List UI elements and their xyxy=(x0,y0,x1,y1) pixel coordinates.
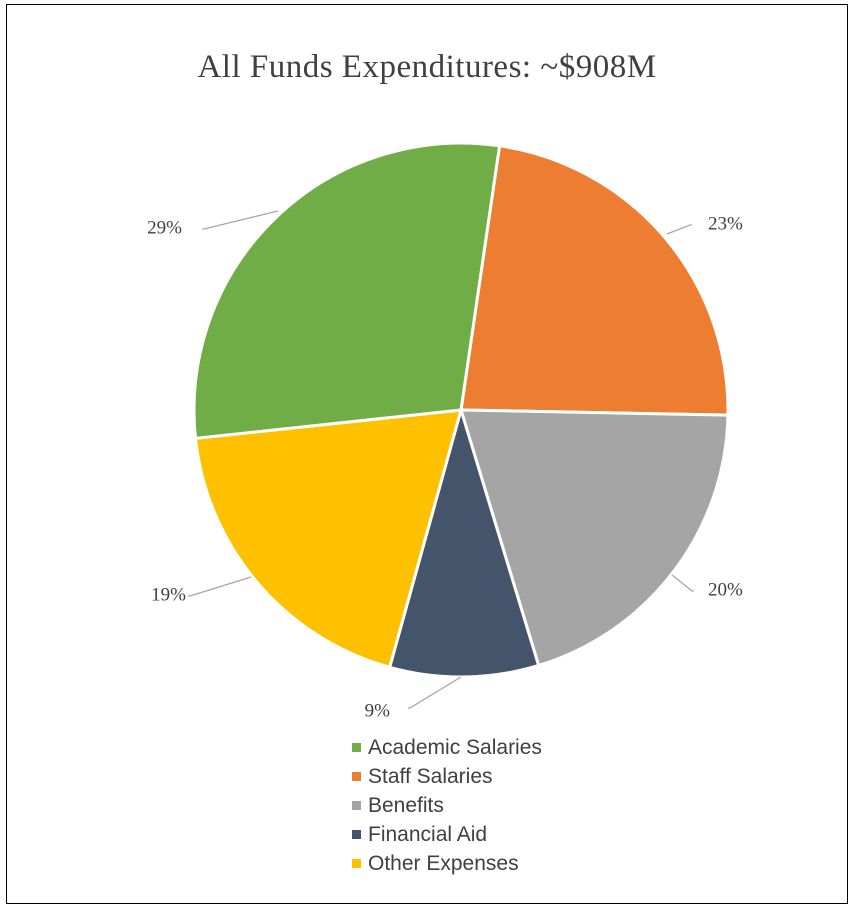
data-label-other-expenses: 19% xyxy=(151,584,186,605)
leader-line-staff-salaries xyxy=(666,224,692,235)
legend-swatch-staff-salaries xyxy=(352,772,361,781)
pie-slice-financial-aid xyxy=(387,404,541,679)
pie-slice-benefits xyxy=(458,408,730,668)
leader-line-financial-aid xyxy=(408,676,462,709)
legend-label-other-expenses: Other Expenses xyxy=(368,852,519,875)
legend-label-benefits: Benefits xyxy=(368,794,444,817)
legend-item-other-expenses: Other Expenses xyxy=(352,849,542,878)
legend-swatch-other-expenses xyxy=(352,859,361,868)
data-label-academic-salaries: 29% xyxy=(147,217,182,238)
legend-label-financial-aid: Financial Aid xyxy=(368,823,488,846)
legend-item-staff-salaries: Staff Salaries xyxy=(352,762,542,791)
leader-line-benefits xyxy=(671,574,694,592)
legend-label-staff-salaries: Staff Salaries xyxy=(368,765,493,788)
legend-swatch-financial-aid xyxy=(352,830,361,839)
legend-item-benefits: Benefits xyxy=(352,791,542,820)
leader-line-other-expenses xyxy=(188,576,252,597)
data-label-benefits: 20% xyxy=(708,579,743,600)
data-label-financial-aid: 9% xyxy=(365,700,391,721)
chart-title: All Funds Expenditures: ~$908M xyxy=(197,49,657,85)
legend-label-academic-salaries: Academic Salaries xyxy=(368,736,542,759)
leader-line-academic-salaries xyxy=(202,210,279,230)
data-label-staff-salaries: 23% xyxy=(708,213,743,234)
pie-slice-other-expenses xyxy=(193,408,464,670)
pie-slice-staff-salaries xyxy=(459,144,730,417)
legend-item-financial-aid: Financial Aid xyxy=(352,820,542,849)
legend-swatch-academic-salaries xyxy=(352,743,361,752)
legend-item-academic-salaries: Academic Salaries xyxy=(352,733,542,762)
legend-swatch-benefits xyxy=(352,801,361,810)
pie-slice-academic-salaries xyxy=(192,141,502,441)
chart-legend: Academic Salaries Staff Salaries Benefits F… xyxy=(352,733,542,878)
